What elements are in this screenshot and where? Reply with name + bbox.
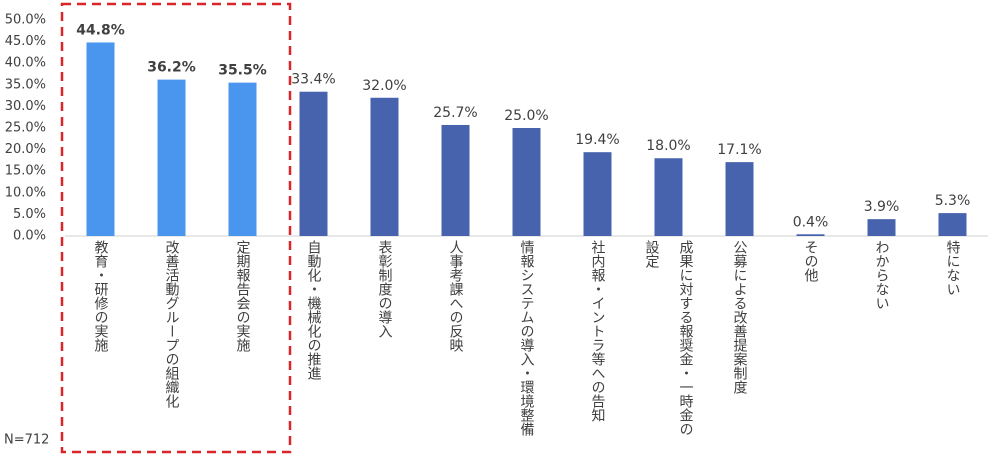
value-label: 3.9% [864,199,900,215]
x-tick-label: 公募による改善提案制度 [731,240,748,394]
value-label: 32.0% [362,78,406,94]
value-label: 44.8% [76,22,125,38]
bar [796,234,825,236]
y-tick-label: 25.0% [5,121,46,136]
x-tick-label: 自動化・機械化の推進 [305,240,322,380]
bar [299,91,328,236]
x-tick-label: 特にない [944,240,961,296]
value-label: 35.5% [218,63,267,79]
x-tick-label: 成果に対する報奨金・一時金の設定 [643,240,694,436]
y-tick-label: 20.0% [5,142,46,157]
x-tick-label: 表彰制度の導入 [376,240,393,338]
bar [654,158,683,236]
y-tick-label: 5.0% [13,207,46,222]
value-label: 19.4% [575,132,619,148]
y-tick-label: 45.0% [5,34,46,49]
bar [86,42,115,236]
bar [583,152,612,236]
value-label: 5.3% [935,193,971,209]
y-tick-label: 10.0% [5,185,46,200]
x-tick-label: 定期報告会の実施 [234,240,251,352]
bar [228,82,257,236]
bar [512,128,541,236]
bar [370,97,399,236]
highlight-box [60,2,292,454]
x-tick-label: わからない [873,240,890,310]
value-label: 0.4% [793,214,829,230]
value-label: 17.1% [717,142,761,158]
sample-size: N=712 [4,433,49,448]
x-tick-label: 情報システムの導入・環境整備 [518,240,535,436]
y-tick-label: 0.0% [13,229,46,244]
value-label: 18.0% [646,138,690,154]
x-tick-label: 社内報・イントラ等への告知 [589,240,606,422]
bar [938,213,967,236]
y-tick-label: 30.0% [5,99,46,114]
bar [725,162,754,236]
x-tick-label: 人事考課への反映 [447,240,464,352]
y-tick-label: 35.0% [5,77,46,92]
bar [867,219,896,236]
y-tick-label: 15.0% [5,164,46,179]
value-label: 25.7% [433,105,477,121]
y-tick-label: 40.0% [5,56,46,71]
y-tick-label: 50.0% [5,13,46,28]
value-label: 25.0% [504,108,548,124]
x-tick-label: 教育・研修の実施 [92,240,109,352]
bar [157,79,186,236]
bar [441,124,470,236]
value-label: 36.2% [147,60,196,76]
value-label: 33.4% [291,72,335,88]
x-tick-label: その他 [802,240,819,282]
x-tick-label: 改善活動グループの組織化 [163,240,180,408]
